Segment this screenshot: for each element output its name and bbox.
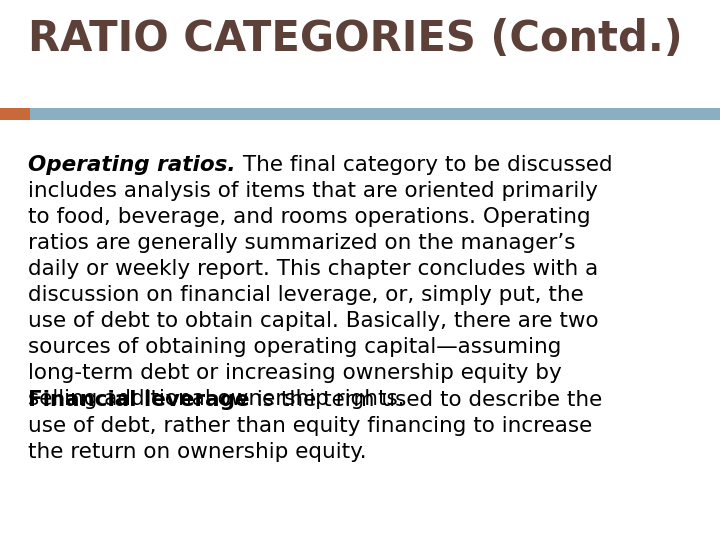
- Text: use of debt to obtain capital. Basically, there are two: use of debt to obtain capital. Basically…: [28, 311, 598, 331]
- Text: to food, beverage, and rooms operations. Operating: to food, beverage, and rooms operations.…: [28, 207, 590, 227]
- Text: ratios are generally summarized on the manager’s: ratios are generally summarized on the m…: [28, 233, 575, 253]
- Text: Operating ratios.: Operating ratios.: [28, 155, 235, 175]
- Text: long-term debt or increasing ownership equity by: long-term debt or increasing ownership e…: [28, 363, 562, 383]
- Text: use of debt, rather than equity financing to increase: use of debt, rather than equity financin…: [28, 416, 593, 436]
- Text: The final category to be discussed: The final category to be discussed: [235, 155, 612, 175]
- Text: discussion on financial leverage, or, simply put, the: discussion on financial leverage, or, si…: [28, 285, 584, 305]
- Text: the return on ownership equity.: the return on ownership equity.: [28, 442, 366, 462]
- Text: includes analysis of items that are oriented primarily: includes analysis of items that are orie…: [28, 181, 598, 201]
- Bar: [0, 108, 30, 120]
- Text: sources of obtaining operating capital—assuming: sources of obtaining operating capital—a…: [28, 337, 562, 357]
- Text: Financial leverage: Financial leverage: [28, 390, 250, 410]
- Text: daily or weekly report. This chapter concludes with a: daily or weekly report. This chapter con…: [28, 259, 598, 279]
- Text: is the term used to describe the: is the term used to describe the: [250, 390, 602, 410]
- Text: RATIO CATEGORIES (Contd.): RATIO CATEGORIES (Contd.): [28, 18, 683, 60]
- Text: selling additional ownership rights.: selling additional ownership rights.: [28, 389, 405, 409]
- Bar: [30, 108, 720, 120]
